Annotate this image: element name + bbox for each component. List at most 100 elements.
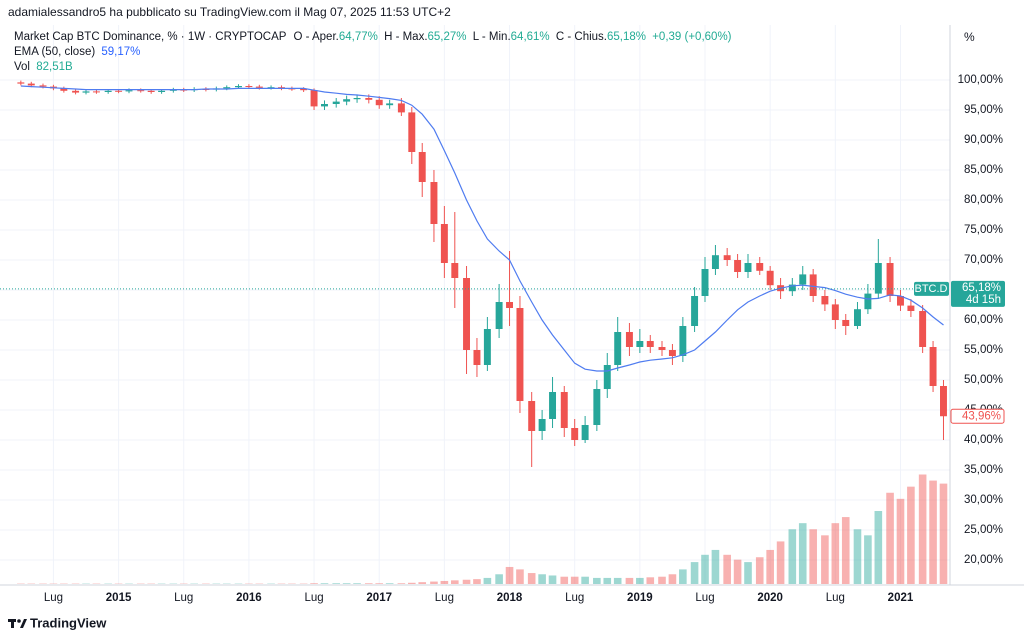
volume-bar [658, 576, 666, 584]
volume-bar [776, 541, 785, 584]
candle-body [92, 91, 100, 93]
volume-bar [853, 529, 862, 584]
countdown: 4d 15h [966, 294, 1001, 306]
volume-bar [841, 517, 850, 584]
candle-body [440, 224, 448, 263]
y-tick-label: 25,00% [964, 524, 1003, 536]
candle-body [418, 152, 426, 182]
volume-bar [353, 583, 361, 584]
volume-bar [385, 583, 394, 584]
y-tick-label: 80,00% [964, 194, 1003, 206]
last-tag-bg [950, 408, 1005, 424]
candle-body [658, 347, 666, 350]
candle-body [506, 302, 514, 308]
volume-bar [755, 557, 764, 584]
volume-bar [342, 583, 351, 584]
y-tick-label: 75,00% [964, 224, 1003, 236]
x-tick-label: Lug [44, 592, 63, 604]
vol-value: 82,51B [36, 61, 73, 73]
symbol-tag-bg [914, 281, 949, 296]
ema-name: EMA (50, close) [14, 46, 95, 58]
candle-body [603, 365, 611, 389]
legend-key: O - Aper. [293, 31, 338, 43]
candle-body [463, 278, 471, 350]
x-tick-label: 2017 [366, 592, 392, 604]
volume-bar [332, 583, 341, 584]
x-tick-label: 2021 [888, 592, 914, 604]
candle-body [343, 99, 351, 102]
x-tick-label: Lug [435, 592, 454, 604]
candle-body [321, 104, 328, 107]
candle-body [864, 293, 872, 310]
volume-bar [821, 535, 829, 584]
legend-key: C - Chius. [556, 31, 607, 43]
candle-body [646, 341, 654, 347]
credit: adamialessandro5 ha pubblicato su Tradin… [8, 5, 451, 19]
y-tick-label: 100,00% [958, 74, 1003, 86]
volume-bar [668, 574, 677, 584]
volume-bar [440, 580, 449, 584]
x-tick-label: Lug [565, 592, 584, 604]
volume-bar [505, 566, 514, 584]
candle-body [278, 87, 285, 89]
candle-body [842, 320, 850, 326]
y-tick-label: 50,00% [964, 374, 1003, 386]
volume-bar [548, 575, 557, 584]
candle-body [365, 98, 373, 100]
candle-body [560, 392, 568, 428]
volume-bar [701, 554, 709, 584]
volume-bar [613, 577, 622, 584]
volume-bar [407, 582, 416, 584]
x-tick-label: Lug [304, 592, 323, 604]
volume-bar [831, 523, 840, 584]
x-tick-label: 2018 [497, 592, 523, 604]
candle-body [701, 269, 709, 296]
legend-value: 64,61% [511, 31, 550, 43]
volume-pane [17, 474, 948, 584]
candle-body [39, 85, 47, 87]
x-tick-label: 2019 [627, 592, 653, 604]
volume-bar [798, 523, 807, 584]
candles [17, 80, 947, 467]
ema-legend: EMA (50, close) 59,17% [14, 46, 140, 58]
brand-logo [8, 619, 27, 628]
y-tick-label: 70,00% [964, 254, 1003, 266]
candle-body [711, 255, 719, 269]
candle-body [115, 90, 123, 92]
ema-line [20, 85, 944, 372]
candle-body [636, 341, 644, 347]
volume-bar [603, 577, 612, 584]
candle-body [245, 86, 253, 87]
volume-bar [929, 480, 937, 584]
candle-body [549, 392, 557, 419]
candle-body [235, 86, 242, 88]
candle-body [679, 326, 687, 356]
y-tick-label: 40,00% [964, 434, 1003, 446]
candle-body [147, 90, 155, 92]
candle-body [766, 270, 774, 286]
candle-body [255, 86, 263, 88]
candle-body [17, 82, 25, 84]
candle-body [809, 274, 817, 296]
candle-body [668, 350, 676, 356]
legend-key: H - Max. [384, 31, 427, 43]
volume-bar [516, 569, 524, 584]
candle-body [104, 90, 112, 92]
volume-bar [733, 559, 742, 584]
y-tick-label: 95,00% [964, 104, 1003, 116]
candle-body [310, 90, 318, 107]
candle-body [886, 263, 894, 296]
candle-body [614, 332, 622, 365]
volume-bar [886, 492, 894, 584]
legend-line: Market Cap BTC Dominance, % · 1W · CRYPT… [14, 31, 732, 43]
vol-legend: Vol 82,51B [14, 61, 73, 73]
candle-body [756, 263, 764, 271]
volume-bar [939, 483, 948, 584]
x-tick-label: Lug [174, 592, 193, 604]
volume-bar [538, 574, 546, 584]
unit-label: % [964, 30, 975, 44]
volume-bar [473, 579, 481, 584]
volume-bar [462, 579, 471, 584]
y-tick-label: 55,00% [964, 344, 1003, 356]
